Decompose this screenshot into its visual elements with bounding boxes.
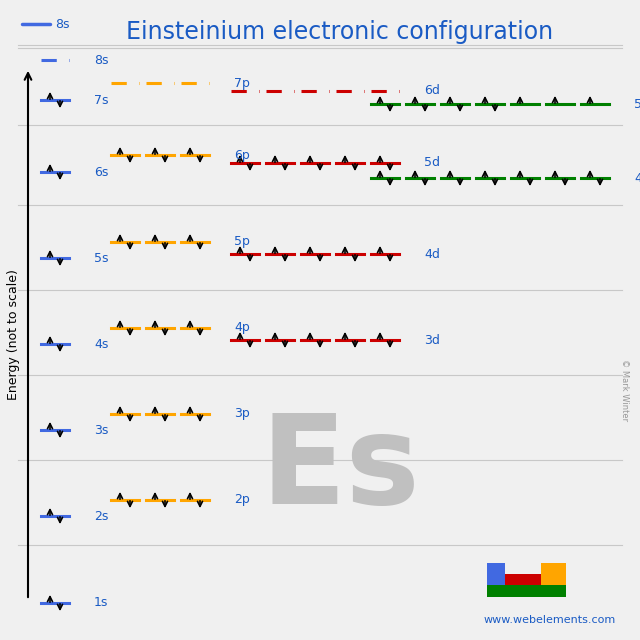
Text: 7s: 7s <box>94 93 109 106</box>
Text: 8s: 8s <box>55 17 70 31</box>
Text: 6p: 6p <box>234 148 250 161</box>
Text: 4d: 4d <box>424 248 440 260</box>
Text: 5d: 5d <box>424 157 440 170</box>
Text: 5f: 5f <box>634 97 640 111</box>
Text: 4s: 4s <box>94 337 108 351</box>
Text: 8s: 8s <box>94 54 109 67</box>
Text: 7p: 7p <box>234 77 250 90</box>
Text: 6s: 6s <box>94 166 108 179</box>
Text: 4f: 4f <box>634 172 640 184</box>
FancyBboxPatch shape <box>487 563 505 585</box>
FancyBboxPatch shape <box>487 585 566 597</box>
Text: 1s: 1s <box>94 596 108 609</box>
FancyBboxPatch shape <box>541 563 566 585</box>
Text: 5s: 5s <box>94 252 109 264</box>
FancyBboxPatch shape <box>505 574 541 596</box>
Text: Einsteinium electronic configuration: Einsteinium electronic configuration <box>127 20 554 44</box>
Text: 3p: 3p <box>234 408 250 420</box>
Text: 5p: 5p <box>234 236 250 248</box>
Text: 4p: 4p <box>234 321 250 335</box>
Text: 2s: 2s <box>94 509 108 522</box>
Text: 6d: 6d <box>424 84 440 97</box>
Text: 3s: 3s <box>94 424 108 436</box>
Text: 3d: 3d <box>424 333 440 346</box>
Text: Es: Es <box>260 410 420 531</box>
Text: Energy (not to scale): Energy (not to scale) <box>8 269 20 401</box>
Text: www.webelements.com: www.webelements.com <box>484 615 616 625</box>
Text: 2p: 2p <box>234 493 250 506</box>
Text: © Mark Winter: © Mark Winter <box>621 359 630 421</box>
